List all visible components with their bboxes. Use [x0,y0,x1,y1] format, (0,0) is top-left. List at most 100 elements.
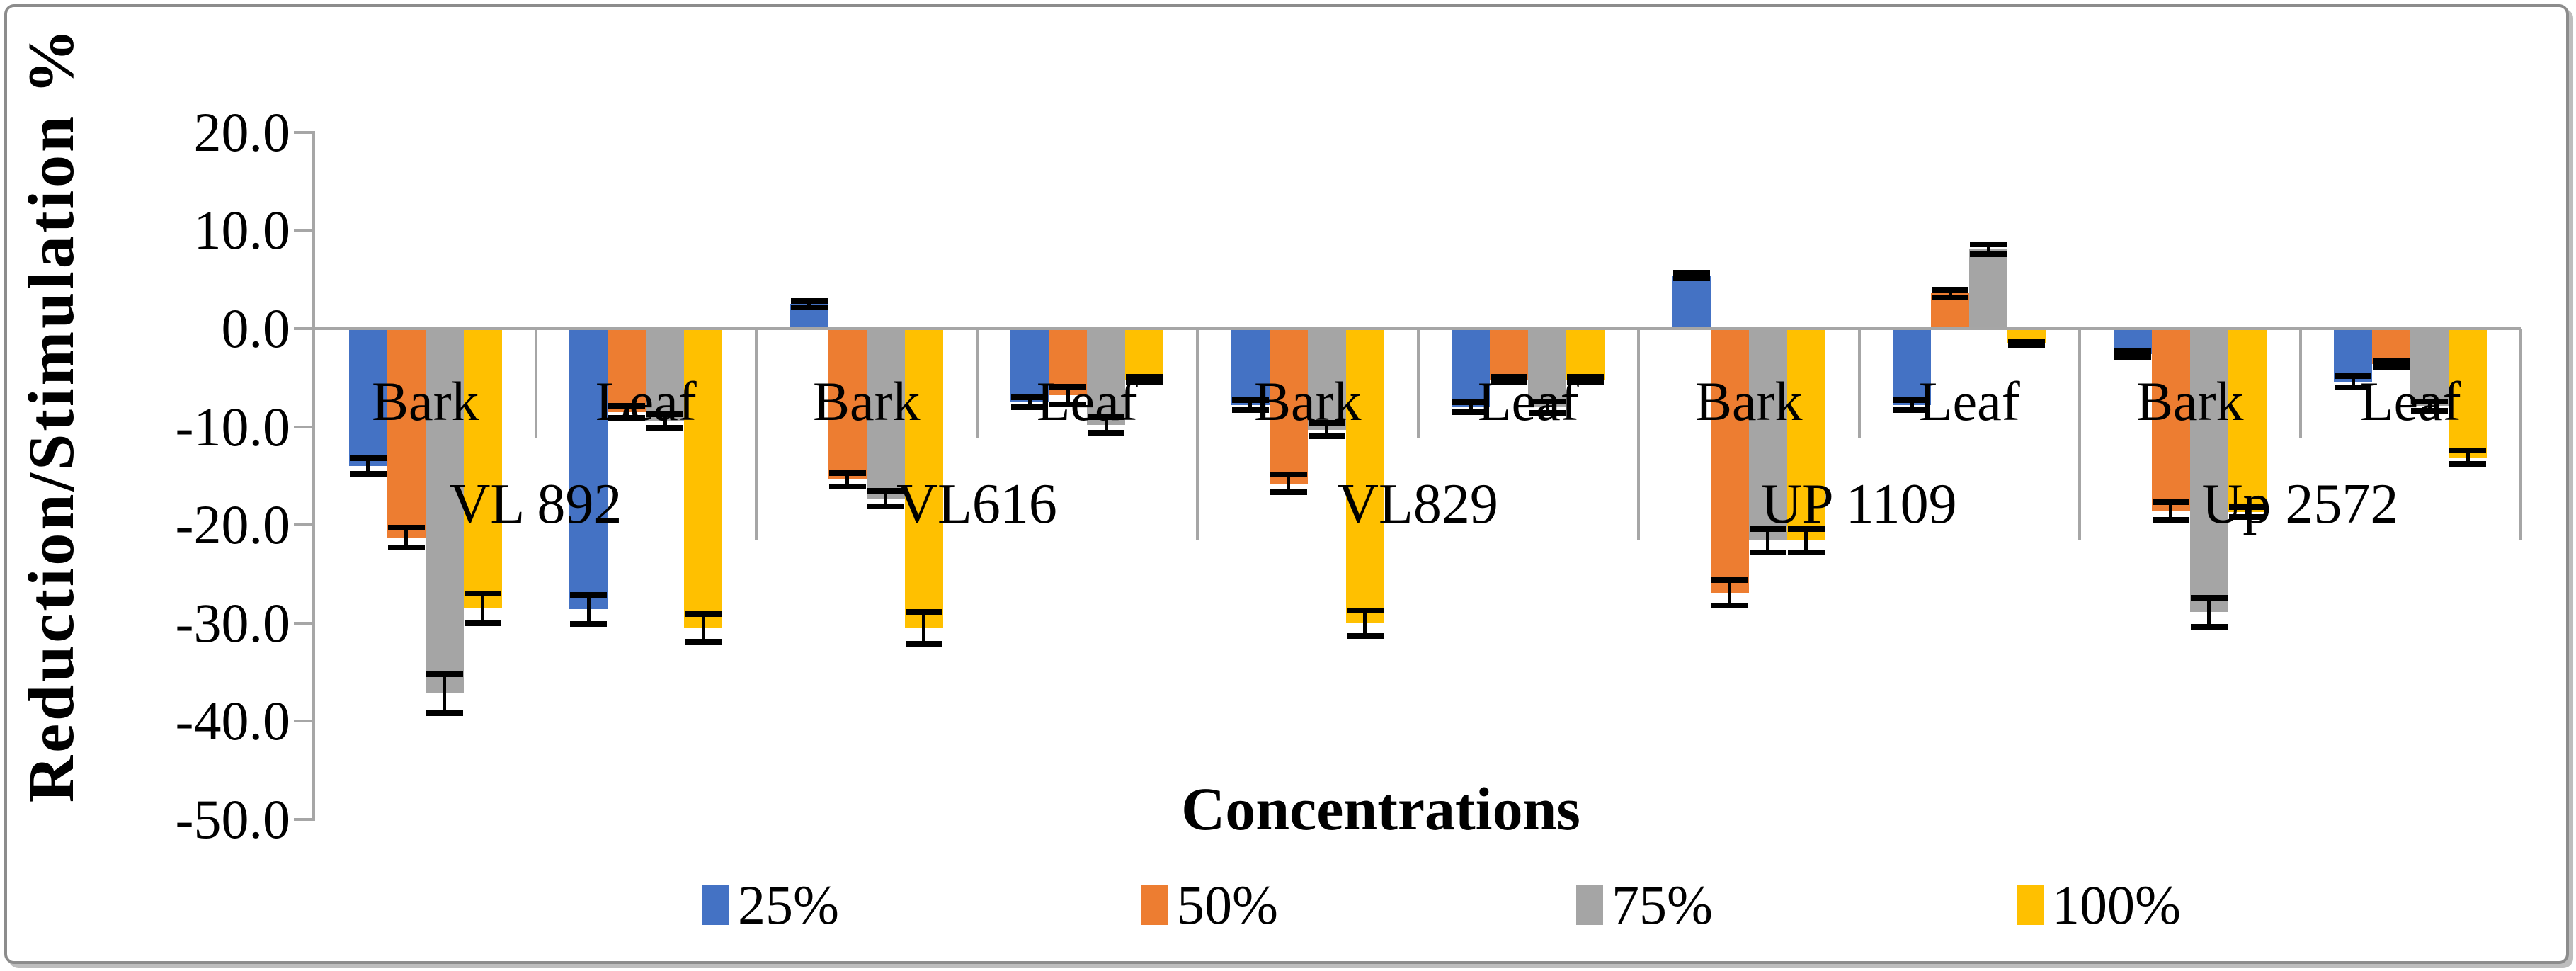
error-bar-line [481,594,485,623]
y-axis-tick [294,229,312,232]
error-bar-cap-top [1932,286,1969,293]
error-bar-cap-top [1308,420,1345,426]
error-bar-cap-top [1452,399,1490,405]
error-bar-line [1507,376,1511,383]
error-bar-line [1910,400,1914,410]
bar [904,329,943,628]
y-axis-tick-label: -20.0 [175,494,290,556]
variety-label: VL829 [1338,473,1498,535]
variety-separator-line [1196,329,1199,540]
bar [1452,329,1491,407]
bar [2372,329,2411,364]
error-bar-line [1363,610,1367,636]
error-bar-line [2207,597,2211,628]
variety-separator-line [755,329,758,540]
error-bar-line [2466,450,2470,465]
bar [387,329,426,538]
error-bar-line [663,414,667,428]
bar [463,329,502,608]
error-bar-line [922,612,926,644]
error-bar-line [1027,397,1032,407]
error-bar-cap-bottom [1346,632,1384,639]
error-bar-cap-bottom [1567,380,1605,386]
error-bar-cap-top [1529,398,1566,404]
tissue-label: Bark [812,370,921,432]
error-bar-cap-bottom [2152,517,2189,523]
error-bar-line [404,528,409,547]
legend-label: 75% [1612,874,1713,936]
error-bar-cap-top [905,609,942,615]
variety-separator-line [1637,329,1640,540]
variety-label: UP 1109 [1761,473,1957,535]
error-bar-cap-top [2228,504,2266,511]
bar [1125,329,1164,380]
y-axis-tick [294,720,312,723]
error-bar-cap-bottom [2228,514,2266,521]
error-bar-cap-bottom [426,710,463,717]
y-axis-tick [294,130,312,134]
error-bar-cap-bottom [2190,624,2228,630]
error-bar-line [807,301,811,307]
error-bar-cap-top [1787,526,1825,532]
error-bar-line [884,490,888,506]
legend-label: 50% [1177,874,1278,936]
bar [1710,329,1749,593]
bar [348,329,387,466]
y-axis-tick-label: 0.0 [221,297,291,359]
error-bar-cap-bottom [1749,549,1786,555]
error-bar-cap-bottom [828,484,866,490]
error-bar-cap-bottom [1088,429,1125,436]
tissue-label: Leaf [1477,370,1579,432]
legend-item: 50% [1141,877,1278,933]
y-axis-tick-label: -40.0 [175,690,290,752]
error-bar-cap-bottom [1011,404,1049,410]
y-axis-tick-label: -50.0 [175,788,290,850]
error-bar-cap-top [387,525,425,531]
tissue-label: Leaf [1918,370,2020,432]
error-bar-cap-top [1011,394,1049,400]
error-bar-cap-top [685,611,722,618]
error-bar-cap-bottom [2449,461,2487,467]
legend-item: 100% [2017,877,2181,933]
error-bar-cap-top [608,403,646,409]
bar [1345,329,1384,623]
tissue-separator-line [1416,329,1420,438]
error-bar-cap-top [2449,447,2487,453]
error-bar-cap-top [1893,397,1931,404]
error-bar-cap-bottom [349,471,387,477]
error-bar-line [625,406,629,419]
legend-swatch-icon [1576,885,1603,925]
error-bar-cap-top [1970,241,2007,247]
error-bar-cap-bottom [1711,602,1748,608]
error-bar-line [845,472,850,487]
y-axis-tick [294,621,312,625]
error-bar-cap-bottom [1672,276,1710,282]
y-axis-tick-label: 10.0 [193,199,291,261]
error-bar-cap-bottom [2411,408,2449,414]
bar [2449,329,2487,458]
error-bar-cap-bottom [464,620,501,626]
error-bar-line [2131,351,2135,358]
variety-separator-line [2519,329,2522,540]
error-bar-cap-top [2114,348,2151,354]
bar [646,329,685,421]
error-bar-line [1728,579,1732,606]
error-bar-cap-bottom [867,503,904,509]
bar [569,329,608,610]
tissue-label: Bark [1253,370,1362,432]
error-bar-cap-top [828,470,866,476]
error-bar-line [1325,423,1329,437]
bar [2151,329,2190,511]
error-bar-cap-bottom [2335,385,2372,391]
error-bar-line [1766,528,1770,552]
bar [2410,329,2449,407]
tissue-label: Bark [1694,370,1803,432]
bar [1672,276,1711,329]
error-bar-cap-bottom [1126,380,1163,386]
error-bar-cap-top [1270,472,1307,478]
bar [684,329,723,628]
bar [425,329,464,694]
error-bar-line [1066,386,1070,404]
error-bar-cap-top [1231,397,1269,404]
error-bar-line [2389,360,2393,368]
